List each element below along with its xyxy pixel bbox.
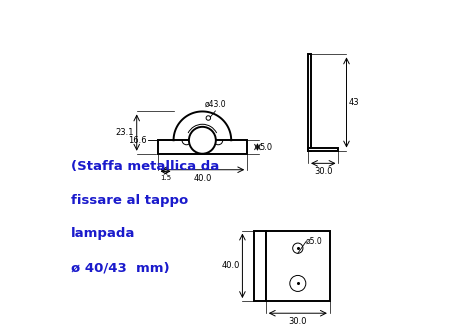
Text: 120.0°: 120.0° [192,133,212,138]
Text: (Staffa metallica da: (Staffa metallica da [71,160,219,173]
Circle shape [188,127,215,154]
Circle shape [206,116,210,120]
Text: 16.6: 16.6 [127,136,146,145]
Text: ø5.0: ø5.0 [305,237,322,246]
Circle shape [289,275,305,291]
Text: 23.1: 23.1 [115,128,133,137]
Bar [308,54,310,150]
Text: 30.0: 30.0 [288,318,306,326]
Text: 1.5: 1.5 [160,175,171,181]
Text: ø 40/43  mm): ø 40/43 mm) [71,261,169,274]
Text: 30.0: 30.0 [313,167,332,177]
Text: 40.0: 40.0 [221,261,240,270]
Circle shape [292,243,302,253]
Bar [253,231,265,301]
Text: fissare al tappo: fissare al tappo [71,194,188,207]
Text: ø43.0: ø43.0 [205,99,226,108]
Bar [157,140,247,154]
Bar [308,148,338,150]
Text: lampada: lampada [71,227,135,240]
Text: 5.0: 5.0 [259,143,272,151]
Bar [265,231,329,301]
Text: 40.0: 40.0 [193,174,211,182]
Text: 43: 43 [348,98,359,107]
